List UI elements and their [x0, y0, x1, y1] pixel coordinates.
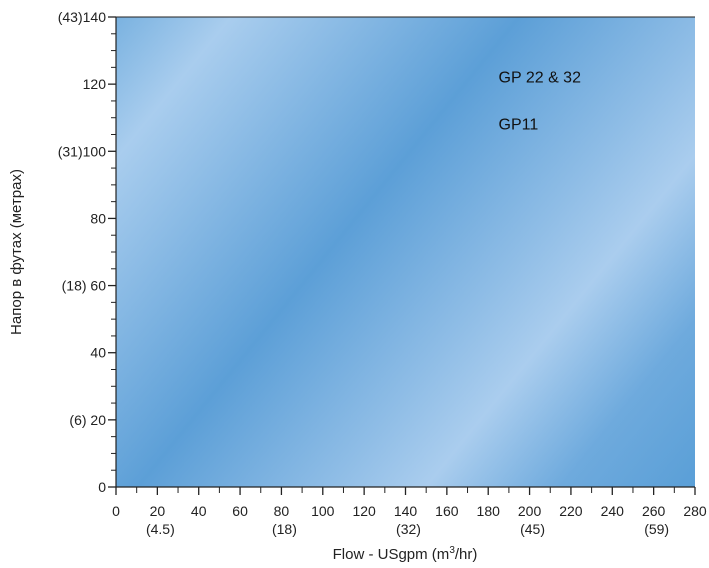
x-tick-label: 240	[601, 503, 625, 519]
x-axis-title-tail: /hr)	[455, 546, 478, 563]
x-tick-label: 100	[311, 503, 335, 519]
x-tick-label: 0	[112, 503, 120, 519]
x-tick-label: 120	[352, 503, 376, 519]
plot-area	[116, 17, 695, 487]
series-label: GP11	[499, 116, 539, 133]
y-tick-label: (6) 20	[69, 412, 106, 428]
x-tick-label: 280	[683, 503, 707, 519]
plot-background	[116, 17, 695, 487]
x-secondary-tick-label: (4.5)	[146, 521, 175, 537]
x-tick-label: 160	[435, 503, 459, 519]
x-tick-label: 40	[191, 503, 207, 519]
x-secondary-tick-label: (18)	[272, 521, 297, 537]
y-tick-label: (31)100	[58, 143, 106, 159]
y-axis-title: Напор в футах (метрах)	[8, 169, 25, 335]
x-axis-title: Flow - USgpm (m3/hr)	[333, 545, 478, 563]
x-tick-label: 60	[232, 503, 248, 519]
x-tick-label: 80	[274, 503, 290, 519]
y-tick-label: 40	[90, 345, 106, 361]
series-labels: GP 22 & 32 GP11	[499, 69, 582, 133]
y-tick-label: 120	[83, 76, 107, 92]
y-tick-label: 0	[98, 479, 106, 495]
series-label: GP 22 & 32	[499, 69, 582, 86]
x-secondary-tick-label: (32)	[396, 521, 421, 537]
x-tick-label: 220	[559, 503, 583, 519]
y-tick-label: (18) 60	[62, 278, 107, 294]
x-tick-label: 260	[642, 503, 666, 519]
y-ticks	[108, 16, 116, 488]
x-tick-label: 200	[518, 503, 542, 519]
x-tick-labels: 0 20 40 60 80 100 120 140 160 180 200 220 240 260 280	[112, 503, 707, 519]
x-tick-label: 180	[477, 503, 501, 519]
x-axis-title-sup: 3	[449, 545, 455, 556]
x-axis-title-main: Flow - USgpm (m	[333, 546, 450, 563]
x-tick-label: 20	[150, 503, 166, 519]
y-tick-labels: 0 (6) 20 40 (18) 60 80 (31)100 120 (43)140	[58, 9, 106, 495]
x-secondary-tick-label: (45)	[520, 521, 545, 537]
x-secondary-tick-labels: (4.5) (18) (32) (45) (59)	[146, 521, 669, 537]
x-secondary-tick-label: (59)	[644, 521, 669, 537]
x-ticks	[115, 487, 696, 495]
x-tick-label: 140	[394, 503, 418, 519]
y-tick-label: 80	[90, 210, 106, 226]
y-tick-label: (43)140	[58, 9, 106, 25]
